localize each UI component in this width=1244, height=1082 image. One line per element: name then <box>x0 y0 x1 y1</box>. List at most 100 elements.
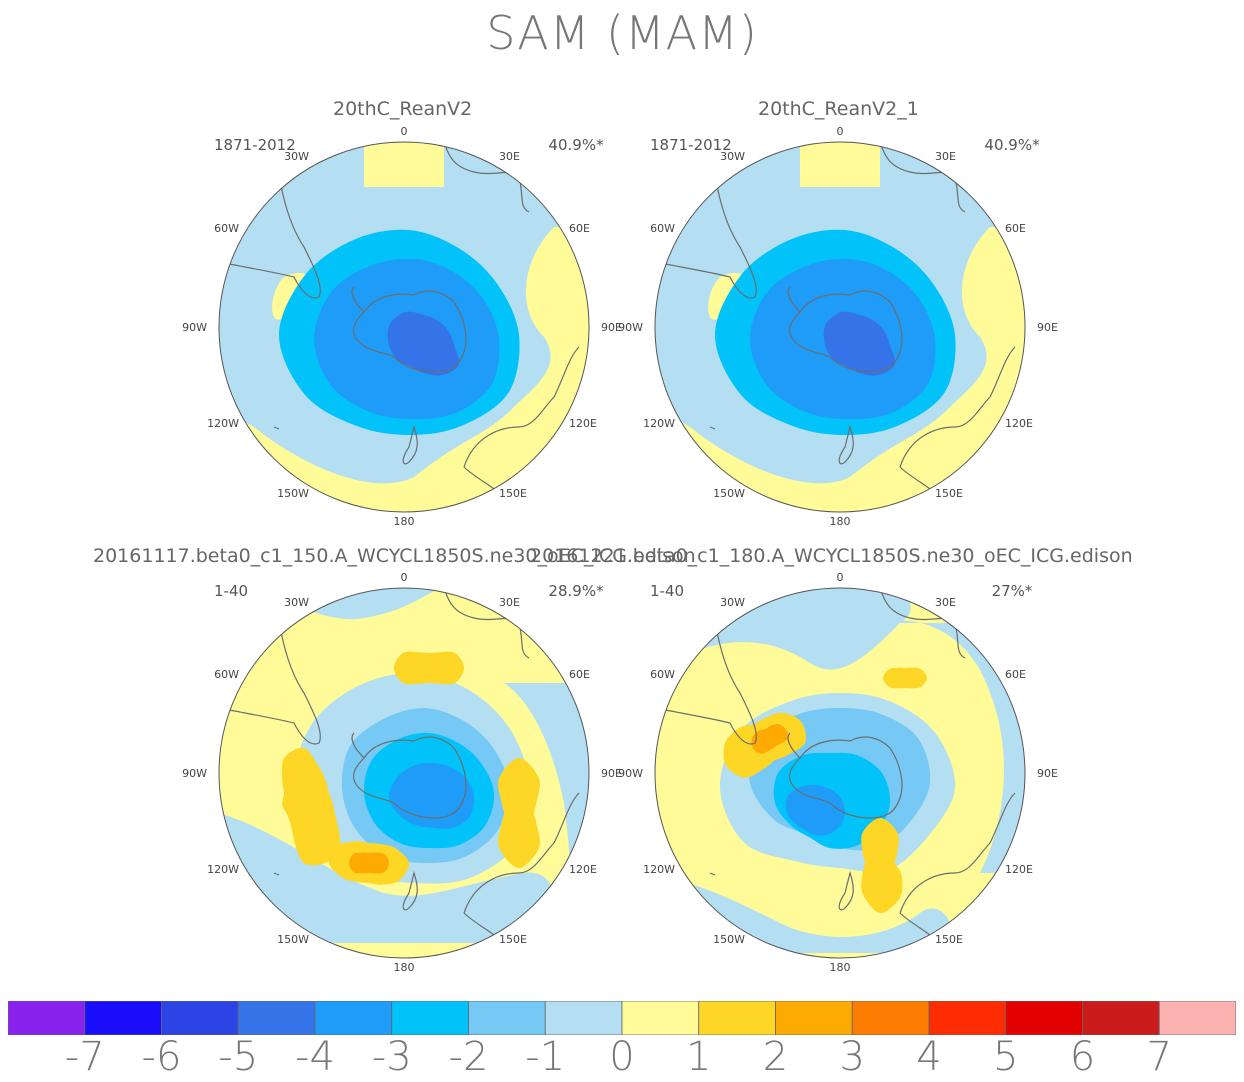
lon-label-r120: 120E <box>569 863 597 876</box>
lon-label-left: 90W <box>182 321 207 334</box>
polar-map-20thc-reanv2-1: 0 180 90W 90E 30W 60W 120W 150W 30E 60E 120E 150E 18… <box>618 125 1058 528</box>
lon-label-r150: 150E <box>935 487 963 500</box>
lon-label-r60: 60E <box>569 668 590 681</box>
contour-level-1-1 <box>655 227 1025 512</box>
lon-label-left: 90W <box>182 767 207 780</box>
lon-label-bottom: 180 <box>394 515 415 528</box>
contour-level-2-9 <box>281 747 341 866</box>
lon-label-top: 0 <box>401 571 408 584</box>
variance-label: 40.9%* <box>984 136 1040 154</box>
lon-label-l60: 60W <box>650 222 675 235</box>
period-label: 1871-2012 <box>214 136 296 154</box>
lon-label-r60: 60E <box>569 222 590 235</box>
contour-level-1-1 <box>219 227 589 512</box>
colorbar-tick-label: -1 <box>525 1034 566 1080</box>
coastlines <box>655 588 1016 944</box>
lon-label-bottom: 180 <box>830 515 851 528</box>
lon-label-r150: 150E <box>935 933 963 946</box>
period-label: 1-40 <box>214 582 248 600</box>
lon-label-r60: 60E <box>1005 222 1026 235</box>
variance-label: 40.9%* <box>548 136 604 154</box>
lon-label-right: 90E <box>1037 767 1058 780</box>
lon-label-top: 0 <box>837 571 844 584</box>
contour-level-1-0 <box>364 142 444 187</box>
colorbar-swatch <box>698 1001 776 1035</box>
panel-title-1: 20thC_ReanV2 <box>333 98 473 120</box>
colorbar-tick-label: 5 <box>993 1034 1019 1080</box>
lon-label-r30: 30E <box>935 596 956 609</box>
panel-title-3: 20161117.beta0_c1_150.A_WCYCL1850S.ne30_… <box>93 545 696 567</box>
lon-label-l150: 150W <box>713 933 745 946</box>
contour-level-2-12 <box>498 758 540 868</box>
contour-level--4-5 <box>823 311 896 376</box>
colorbar-swatch <box>928 1001 1007 1035</box>
lon-label-l30: 30W <box>284 150 309 163</box>
colorbar-swatch <box>314 1001 393 1035</box>
colorbar-swatch <box>391 1001 469 1035</box>
colorbar-tick-label: 1 <box>686 1034 712 1080</box>
contour-level-1-0 <box>800 142 880 187</box>
colorbar-tick-label: 2 <box>762 1034 789 1080</box>
lon-label-r150: 150E <box>499 487 527 500</box>
colorbar-tick-label: 7 <box>1146 1034 1172 1080</box>
map-boundary <box>654 587 1026 959</box>
colorbar-tick-label: -6 <box>141 1034 182 1080</box>
panel-title-2: 20thC_ReanV2_1 <box>758 98 919 120</box>
colorbar-swatch <box>851 1001 930 1035</box>
contour-level-3-9 <box>751 724 789 754</box>
lon-label-l30: 30W <box>720 150 745 163</box>
figure-title: SAM (MAM) <box>486 6 758 60</box>
lon-label-r120: 120E <box>1005 863 1033 876</box>
map-boundary <box>218 141 590 513</box>
contour-level--3-7 <box>785 784 846 836</box>
coastlines <box>219 142 580 498</box>
lon-label-bottom: 180 <box>394 961 415 974</box>
lon-label-left: 90W <box>618 321 643 334</box>
lon-label-l150: 150W <box>713 487 745 500</box>
lon-label-l150: 150W <box>277 933 309 946</box>
contour-level-2-10 <box>883 667 927 689</box>
colorbar-tick-label: -5 <box>218 1034 259 1080</box>
period-label: 1-40 <box>650 582 684 600</box>
period-label: 1871-2012 <box>650 136 732 154</box>
colorbar-tick-label: 4 <box>916 1034 942 1080</box>
lon-label-l60: 60W <box>214 668 239 681</box>
colorbar-swatch <box>237 1001 316 1035</box>
contour-level--4-5 <box>387 311 460 376</box>
colorbar-swatch <box>1158 1001 1236 1035</box>
lon-label-l60: 60W <box>214 222 239 235</box>
colorbar-tick-label: -3 <box>371 1034 412 1080</box>
colorbar-swatch <box>544 1001 623 1035</box>
colorbar-tick-label: 0 <box>609 1034 635 1080</box>
lon-label-l30: 30W <box>284 596 309 609</box>
lon-label-l120: 120W <box>207 417 239 430</box>
colorbar-tick-label: -2 <box>448 1034 489 1080</box>
lon-label-l60: 60W <box>650 668 675 681</box>
lon-label-r120: 120E <box>1005 417 1033 430</box>
colorbar-swatch <box>8 1001 86 1035</box>
map-boundary <box>654 141 1026 513</box>
lon-label-r30: 30E <box>499 596 520 609</box>
lon-label-l30: 30W <box>720 596 745 609</box>
colorbar-swatch <box>621 1001 700 1035</box>
contour-level-0-3 <box>219 813 558 943</box>
lon-label-right: 90E <box>601 321 622 334</box>
polar-map-beta0-c1-180: 0 180 90W 90E 30W 60W 120W 150W 30E 60E 120E 150E 1-… <box>618 571 1058 974</box>
contour-level-3-11 <box>349 852 389 874</box>
lon-label-l120: 120W <box>643 863 675 876</box>
lon-label-bottom: 180 <box>830 961 851 974</box>
colorbar-swatch <box>84 1001 162 1035</box>
colorbar-swatch <box>1005 1001 1083 1035</box>
lon-label-r120: 120E <box>569 417 597 430</box>
lon-label-r30: 30E <box>935 150 956 163</box>
colorbar-swatch <box>468 1001 546 1035</box>
coastlines <box>655 142 1016 498</box>
contour-level-0-2 <box>880 620 1025 873</box>
variance-label: 28.9%* <box>548 582 604 600</box>
lon-label-top: 0 <box>837 125 844 138</box>
lon-label-l120: 120W <box>643 417 675 430</box>
lon-label-r30: 30E <box>499 150 520 163</box>
colorbar-swatch <box>161 1001 239 1035</box>
colorbar-tick-label: -4 <box>295 1034 335 1080</box>
colorbar-tick-label: -7 <box>64 1034 105 1080</box>
